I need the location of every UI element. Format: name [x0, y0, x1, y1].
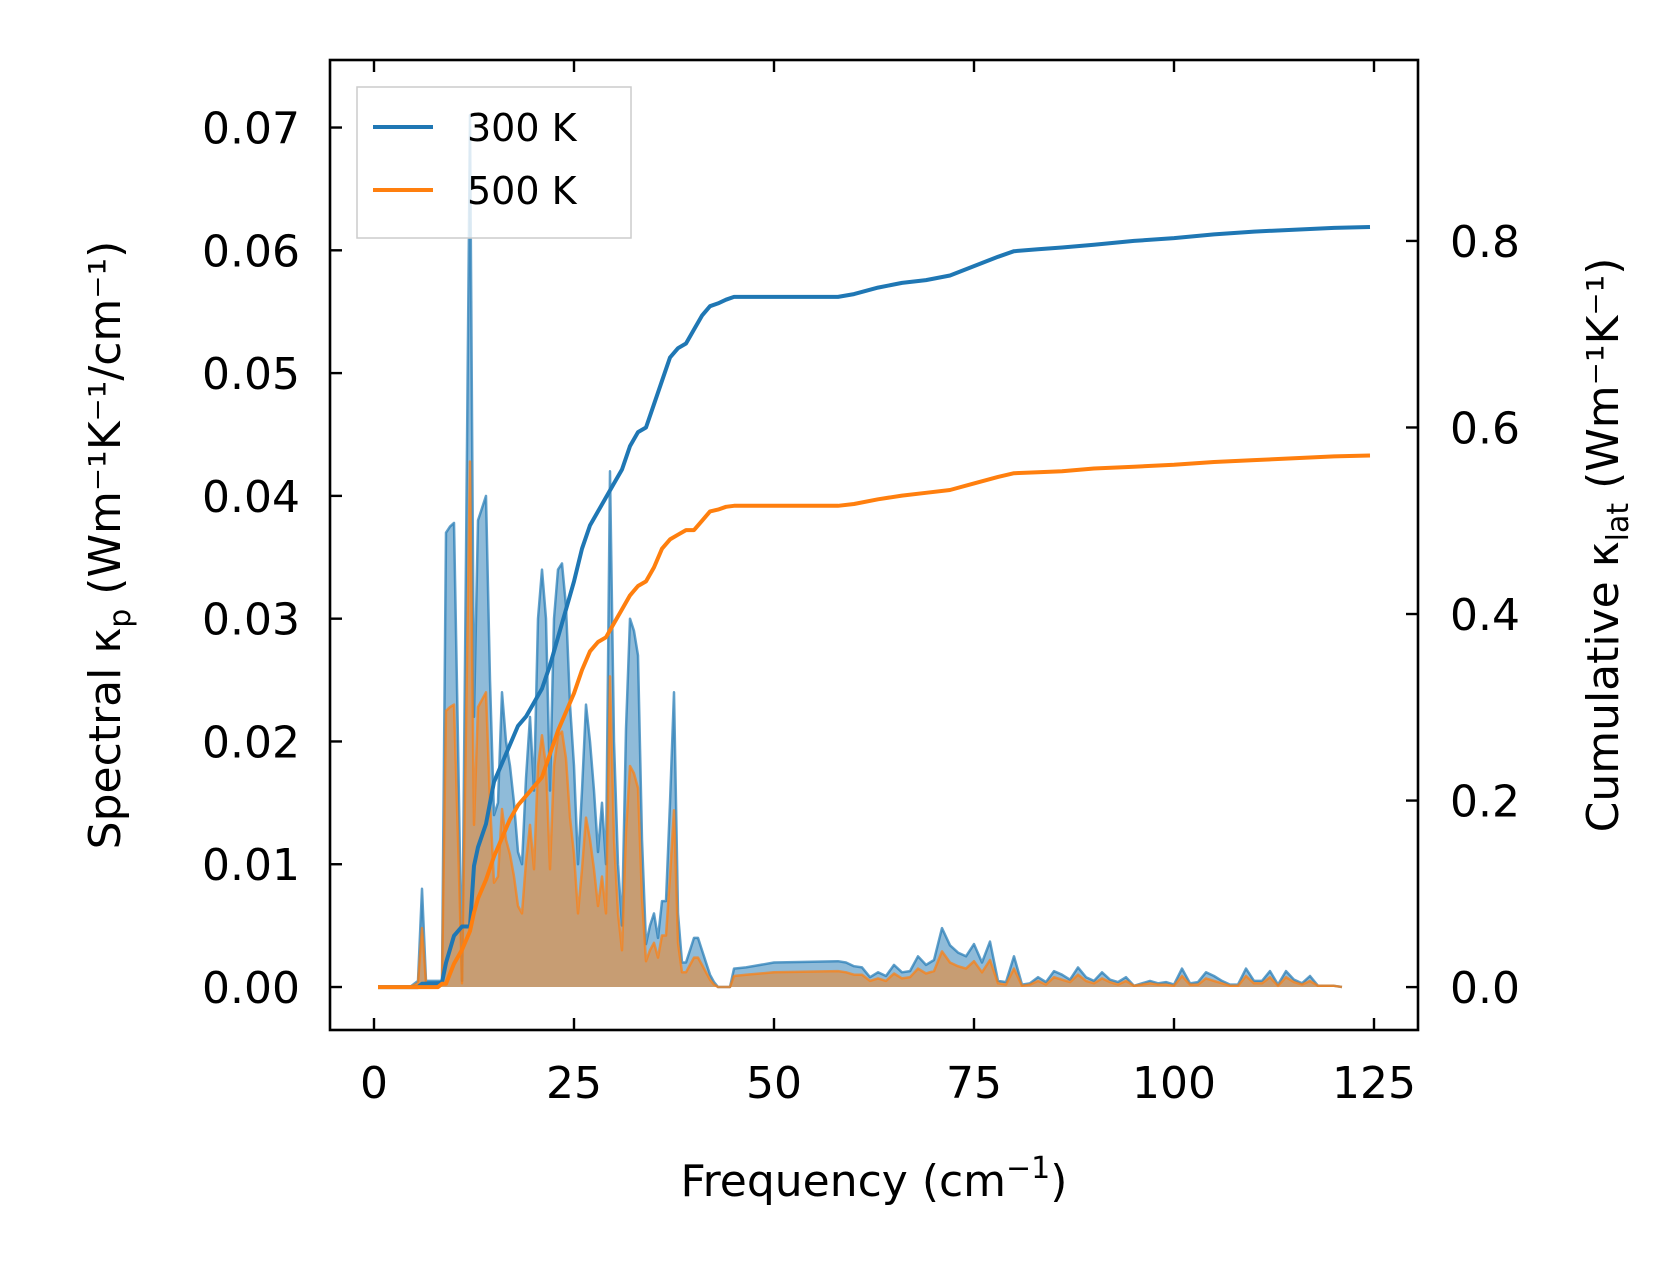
x-axis-label: Frequency (cm−1): [681, 1151, 1068, 1207]
y-left-tick-label: 0.04: [202, 472, 300, 523]
y-left-tick-label: 0.00: [202, 963, 300, 1014]
x-axis-ticks: 0 25 50 75 100 125: [360, 60, 1416, 1109]
y-left-tick-label: 0.05: [202, 349, 300, 400]
x-tick-label: 125: [1332, 1058, 1416, 1109]
y-right-tick-label: 0.2: [1450, 777, 1520, 828]
cumulative-line-500k: [378, 453, 1371, 990]
y-left-tick-label: 0.06: [202, 226, 300, 277]
cumulative-lines: [378, 225, 1371, 990]
y-left-axis-label: Spectral κp (Wm⁻¹K⁻¹/cm⁻¹): [80, 241, 138, 850]
y-right-axis-ticks: 0.0 0.2 0.4 0.6 0.8: [1406, 217, 1520, 1014]
y-left-tick-label: 0.03: [202, 595, 300, 646]
y-right-tick-label: 0.4: [1450, 590, 1520, 641]
y-left-tick-label: 0.01: [202, 840, 300, 891]
y-right-axis-label: Cumulative κlat (Wm⁻¹K⁻¹): [1578, 258, 1636, 833]
legend-label-500k: 500 K: [467, 169, 578, 213]
x-tick-label: 50: [746, 1058, 802, 1109]
legend-label-300k: 300 K: [467, 106, 578, 150]
x-tick-label: 100: [1132, 1058, 1216, 1109]
spectral-line-500k: [378, 460, 1343, 989]
legend: 300 K 500 K: [356, 86, 632, 239]
spectral-fills: [378, 114, 1343, 989]
cumulative-line-300k: [378, 225, 1371, 990]
x-tick-label: 25: [546, 1058, 602, 1109]
x-tick-label: 75: [946, 1058, 1002, 1109]
spectral-fill-500k: [378, 461, 1342, 988]
spectral-line-300k: [378, 114, 1343, 989]
y-right-tick-label: 0.8: [1450, 217, 1520, 268]
x-tick-label: 0: [360, 1058, 388, 1109]
y-left-tick-label: 0.02: [202, 717, 300, 768]
y-left-axis-ticks: 0.00 0.01 0.02 0.03 0.04 0.05 0.06 0.07: [202, 104, 342, 1014]
y-right-tick-label: 0.6: [1450, 403, 1520, 454]
y-left-tick-label: 0.07: [202, 104, 300, 155]
plot-frame: [328, 58, 1420, 1032]
legend-box: [356, 86, 632, 239]
y-right-tick-label: 0.0: [1450, 963, 1520, 1014]
